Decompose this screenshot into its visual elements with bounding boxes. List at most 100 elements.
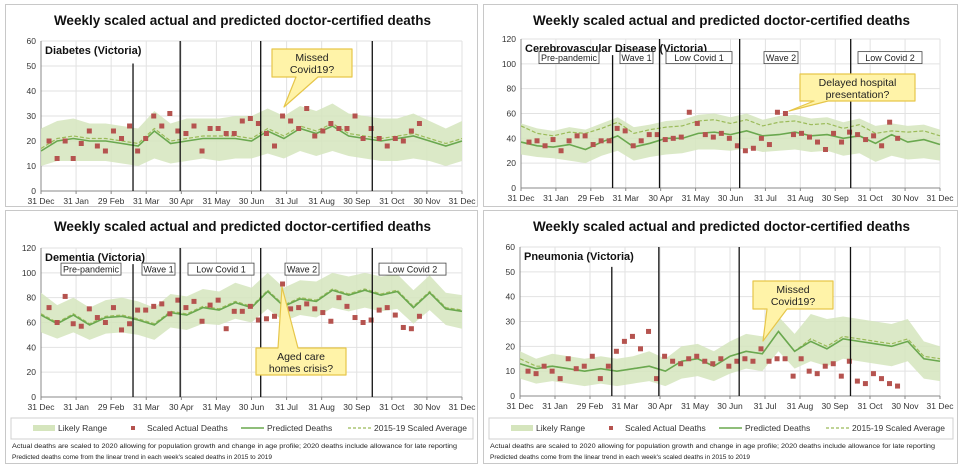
actual-death-point — [549, 368, 555, 374]
x-tick-label: 31 Jul — [275, 196, 298, 206]
annotation-callout — [255, 286, 347, 376]
actual-death-point — [231, 308, 237, 314]
y-tick-label: 30 — [506, 317, 516, 327]
actual-death-point — [352, 315, 358, 321]
legend-label-predicted: Predicted Deaths — [267, 423, 332, 433]
actual-death-point — [207, 126, 213, 131]
chart-subtitle: Dementia (Victoria) — [45, 252, 145, 264]
actual-death-point — [526, 139, 532, 145]
actual-death-point — [878, 376, 884, 382]
x-tick-label: 29 Feb — [577, 401, 604, 411]
actual-death-point — [167, 311, 173, 317]
cerebrovascular-chart-panel: Weekly scaled actual and predicted docto… — [483, 4, 958, 207]
actual-death-point — [360, 320, 366, 325]
actual-death-point — [296, 126, 302, 131]
legend-label-likely-range: Likely Range — [58, 423, 107, 433]
actual-death-point — [710, 134, 716, 140]
legend-band-swatch — [511, 425, 533, 431]
actual-death-point — [46, 305, 52, 311]
actual-death-point — [565, 356, 571, 362]
actual-death-point — [183, 305, 189, 311]
actual-death-point — [135, 148, 141, 154]
x-tick-label: 30 Jun — [717, 401, 743, 411]
x-tick-label: 31 Aug — [787, 401, 814, 411]
actual-death-point — [392, 136, 398, 141]
x-tick-label: 31 May — [682, 193, 711, 203]
chart-subtitle: Diabetes (Victoria) — [45, 45, 142, 57]
y-tick-label: 50 — [506, 267, 516, 277]
x-tick-label: 31 Jan — [542, 401, 568, 411]
phase-label: Pre-pandemic — [541, 53, 598, 63]
x-tick-label: 30 Nov — [413, 196, 441, 206]
actual-death-point — [110, 128, 116, 134]
actual-death-point — [400, 324, 406, 330]
actual-death-point — [726, 135, 732, 141]
x-tick-label: 29 Feb — [98, 402, 125, 412]
legend-label-predicted: Predicted Deaths — [745, 423, 810, 433]
y-tick-label: 20 — [507, 158, 517, 168]
phase-label: Low Covid 2 — [865, 53, 915, 63]
actual-death-point — [662, 137, 668, 143]
actual-death-point — [646, 132, 652, 138]
actual-death-point — [86, 306, 92, 312]
legend-label-likely-range: Likely Range — [536, 423, 585, 433]
actual-death-point — [582, 133, 588, 139]
footnote: Actual deaths are scaled to 2020 allowin… — [12, 443, 458, 450]
x-tick-label: 31 Aug — [308, 402, 335, 412]
actual-death-point — [143, 136, 149, 141]
x-tick-label: 31 Aug — [308, 196, 335, 206]
actual-death-point — [597, 376, 603, 382]
actual-death-point — [766, 358, 772, 364]
x-tick-label: 31 Oct — [857, 401, 883, 411]
actual-death-point — [119, 136, 125, 141]
actual-death-point — [734, 143, 740, 149]
x-tick-label: 30 Sep — [343, 196, 370, 206]
diabetes-chart-panel: Weekly scaled actual and predicted docto… — [5, 4, 478, 207]
actual-death-point — [54, 156, 60, 161]
actual-death-point — [288, 306, 294, 312]
actual-death-point — [718, 356, 724, 362]
x-tick-label: 29 Feb — [578, 193, 605, 203]
y-tick-label: 10 — [27, 161, 37, 171]
actual-death-point — [605, 363, 611, 369]
actual-death-point — [344, 303, 350, 309]
x-tick-label: 30 Apr — [648, 401, 673, 411]
x-tick-label: 31 Oct — [379, 402, 405, 412]
actual-death-point — [774, 109, 780, 115]
phase-label-box — [538, 51, 600, 65]
y-tick-label: 60 — [507, 109, 517, 119]
x-tick-label: 31 Aug — [787, 193, 814, 203]
actual-death-point — [558, 148, 564, 154]
x-tick-label: 31 Dec — [927, 401, 955, 411]
actual-death-point — [863, 137, 869, 143]
x-tick-label: 31 Jul — [275, 402, 298, 412]
actual-death-point — [670, 135, 676, 141]
phase-label: Wave 1 — [143, 265, 173, 275]
x-tick-label: 30 Nov — [413, 402, 441, 412]
actual-death-point — [574, 133, 580, 139]
pneumonia-chart-panel: Weekly scaled actual and predicted docto… — [483, 210, 958, 464]
actual-death-point — [590, 142, 596, 148]
phase-label-box — [857, 51, 923, 65]
actual-death-point — [175, 297, 181, 303]
y-tick-label: 30 — [27, 111, 37, 121]
actual-death-point — [598, 138, 604, 144]
actual-death-point — [191, 298, 197, 304]
actual-death-point — [127, 321, 133, 327]
x-tick-label: 31 Jan — [63, 402, 89, 412]
cerebrovascular-chart: Weekly scaled actual and predicted docto… — [502, 13, 954, 203]
phase-label-box — [665, 51, 733, 65]
actual-death-point — [557, 376, 563, 382]
phase-label-box — [378, 262, 447, 276]
actual-death-point — [622, 128, 628, 134]
actual-death-point — [774, 356, 780, 362]
actual-death-point — [368, 317, 374, 323]
actual-death-point — [613, 348, 619, 354]
phase-label: Wave 2 — [287, 265, 317, 275]
actual-death-point — [296, 305, 302, 311]
actual-death-point — [630, 143, 636, 149]
actual-death-point — [384, 305, 390, 311]
actual-death-point — [110, 305, 116, 311]
y-tick-label: 60 — [27, 36, 37, 46]
likely-range-band — [41, 103, 462, 166]
